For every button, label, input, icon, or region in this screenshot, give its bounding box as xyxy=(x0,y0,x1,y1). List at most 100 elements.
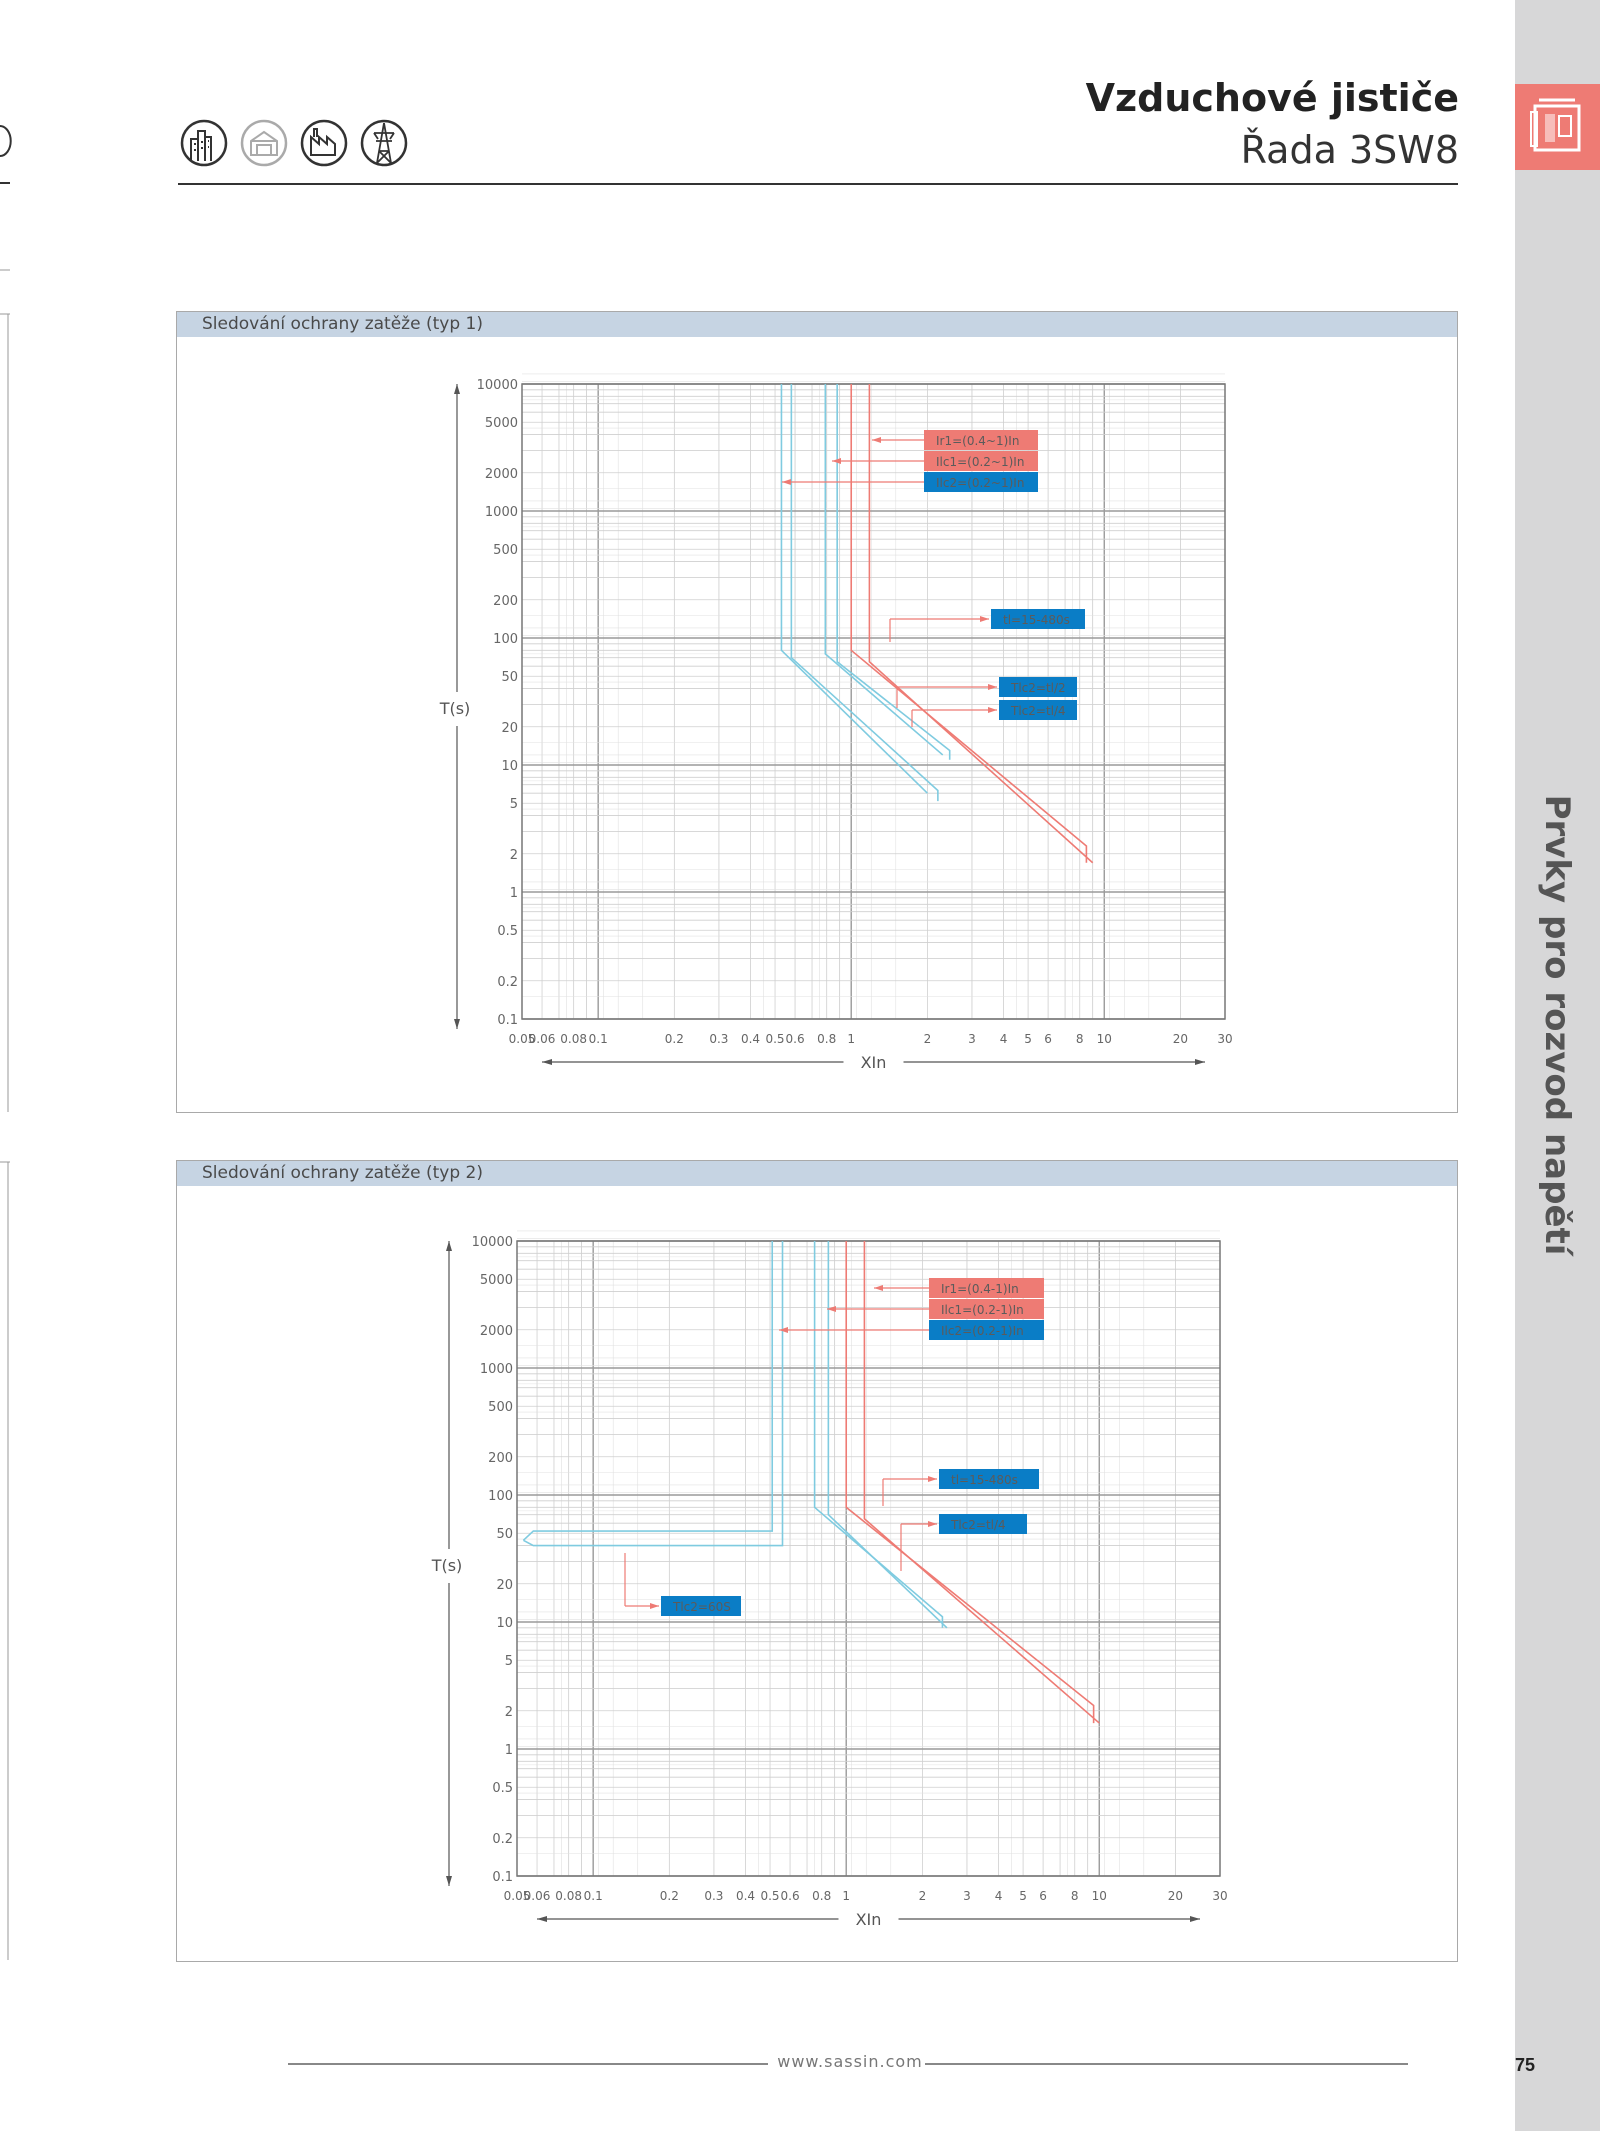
annotation-box xyxy=(924,430,1038,450)
grid xyxy=(521,373,1226,1020)
y-tick-label: 200 xyxy=(493,594,518,609)
annotation-arrowhead xyxy=(650,1603,659,1609)
annotation-label: tl=15-480s xyxy=(951,1473,1018,1487)
trip-curve xyxy=(824,384,944,756)
x-tick-label: 4 xyxy=(1000,1032,1008,1046)
annotation-box xyxy=(661,1596,741,1616)
annotation-label: tl=15-480s xyxy=(1003,613,1070,627)
x-tick-label: 0.6 xyxy=(781,1889,800,1903)
y-tick-label: 200 xyxy=(488,1451,513,1466)
trip-curve xyxy=(836,384,951,760)
annotation-arrowhead xyxy=(988,684,997,690)
y-tick-label: 2 xyxy=(510,848,518,863)
page-title: Vzduchové jističe xyxy=(1085,76,1459,120)
y-tick-label: 2 xyxy=(505,1705,513,1720)
y-axis-label: T(s) xyxy=(439,699,471,718)
annotation-arrowhead xyxy=(827,1306,836,1312)
breaker-icon xyxy=(1530,98,1581,152)
trip-curve xyxy=(780,384,928,794)
sidebar-tab xyxy=(1515,84,1600,170)
y-tick-label: 0.1 xyxy=(497,1013,518,1028)
y-tick-label: 10 xyxy=(501,759,518,774)
x-tick-label: 6 xyxy=(1039,1889,1047,1903)
y-tick-label: 0.2 xyxy=(492,1832,513,1847)
footer-rule-right xyxy=(925,2063,1408,2065)
page-number: 75 xyxy=(1514,2055,1536,2075)
x-tick-label: 20 xyxy=(1173,1032,1188,1046)
trip-curve xyxy=(827,1241,948,1629)
annotation-box xyxy=(929,1278,1044,1298)
annotation-label: Tlc2=60S xyxy=(672,1600,731,1614)
annotation-label: Ilc1=(0.2-1)In xyxy=(941,1303,1024,1317)
x-tick-label: 0.4 xyxy=(736,1889,755,1903)
x-tick-label: 0.5 xyxy=(760,1889,779,1903)
annotation-label: Tlc2=tl/2 xyxy=(1010,681,1066,695)
y-tick-label: 1000 xyxy=(480,1362,513,1377)
y-tick-label: 2000 xyxy=(480,1324,513,1339)
application-icons xyxy=(180,119,408,167)
y-tick-label: 50 xyxy=(501,670,518,685)
y-tick-label: 0.5 xyxy=(497,924,518,939)
trip-curve xyxy=(522,1241,774,1541)
annotation-box xyxy=(999,700,1077,720)
x-axis-arrowhead-right xyxy=(1195,1059,1205,1065)
x-tick-label: 0.5 xyxy=(765,1032,784,1046)
annotation-box xyxy=(991,609,1085,629)
chart-panel-2: Sledování ochrany zatěže (typ 2) 0.05 0.0… xyxy=(176,1160,1458,1962)
y-tick-label: 500 xyxy=(488,1400,513,1415)
y-tick-label: 10000 xyxy=(472,1235,513,1250)
annotation-box xyxy=(924,472,1038,492)
y-tick-label: 2000 xyxy=(485,467,518,482)
x-tick-label: 2 xyxy=(924,1032,932,1046)
x-tick-label: 0.05 xyxy=(509,1032,536,1046)
sidebar-title: Prvky pro rozvod napětí xyxy=(1537,794,1577,1256)
annotation-arrowhead xyxy=(928,1476,937,1482)
x-tick-label: 0.05 xyxy=(504,1889,531,1903)
x-tick-label: 3 xyxy=(968,1032,976,1046)
header-divider xyxy=(178,183,1458,185)
y-tick-label: 100 xyxy=(493,632,518,647)
x-tick-label: 0.8 xyxy=(812,1889,831,1903)
y-tick-label: 0.1 xyxy=(492,1870,513,1885)
y-tick-label: 10000 xyxy=(477,378,518,393)
annotation-label: Ir1=(0.4~1)In xyxy=(936,434,1019,448)
y-tick-label: 20 xyxy=(496,1578,513,1593)
x-axis-arrowhead-right xyxy=(1190,1916,1200,1922)
y-axis-arrowhead-down xyxy=(446,1876,452,1886)
annotation-label: Ilc2=(0.2~1)In xyxy=(936,476,1024,490)
house-icon xyxy=(240,119,288,167)
annotation-label: Tlc2=tl/4 xyxy=(950,1518,1006,1532)
x-tick-label: 0.4 xyxy=(741,1032,760,1046)
x-tick-label: 8 xyxy=(1071,1889,1079,1903)
x-axis-label: XIn xyxy=(861,1053,887,1072)
annotation-box xyxy=(924,451,1038,471)
trip-curve xyxy=(863,1241,1100,1724)
x-tick-label: 0.08 xyxy=(560,1032,587,1046)
x-tick-label: 0.6 xyxy=(786,1032,805,1046)
x-tick-label: 0.3 xyxy=(704,1889,723,1903)
annotation-label: Ilc2=(0.2-1)In xyxy=(941,1324,1024,1338)
x-tick-label: 20 xyxy=(1168,1889,1183,1903)
chart-title: Sledování ochrany zatěže (typ 2) xyxy=(177,1161,1457,1186)
x-tick-label: 5 xyxy=(1019,1889,1027,1903)
x-tick-label: 0.08 xyxy=(555,1889,582,1903)
x-tick-label: 1 xyxy=(847,1032,855,1046)
footer-rule-left xyxy=(288,2063,768,2065)
x-tick-label: 0.3 xyxy=(709,1032,728,1046)
x-tick-label: 0.1 xyxy=(589,1032,608,1046)
trip-curve xyxy=(868,384,1094,864)
annotation-arrowhead xyxy=(988,707,997,713)
y-tick-label: 1000 xyxy=(485,505,518,520)
annotation-arrowhead xyxy=(832,458,841,464)
chart-panel-1: Sledování ochrany zatěže (typ 1) 0.05 0.0… xyxy=(176,311,1458,1113)
y-tick-label: 5000 xyxy=(480,1273,513,1288)
x-tick-label: 3 xyxy=(963,1889,971,1903)
y-tick-label: 1 xyxy=(510,886,518,901)
annotation-arrowhead xyxy=(779,1327,788,1333)
y-tick-label: 5 xyxy=(505,1654,513,1669)
x-tick-label: 0.06 xyxy=(524,1889,551,1903)
building-icon xyxy=(180,119,228,167)
y-tick-label: 100 xyxy=(488,1489,513,1504)
x-tick-label: 30 xyxy=(1212,1889,1227,1903)
plot-frame xyxy=(516,1240,1221,1877)
